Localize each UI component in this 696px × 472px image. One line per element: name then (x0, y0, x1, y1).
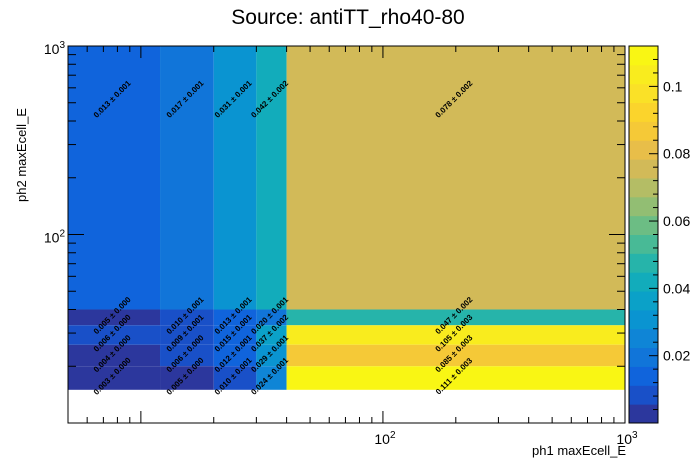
colorbar-band (629, 177, 658, 198)
colorbar-band (629, 366, 658, 386)
heatmap-cell (213, 309, 257, 326)
heatmap-cell (160, 46, 214, 310)
colorbar-band (629, 196, 658, 217)
heatmap-cell (286, 325, 625, 345)
heatmap-cell (160, 366, 214, 390)
heatmap-cell (213, 366, 257, 390)
y-tick-label: 103 (44, 40, 66, 57)
heatmap-cell (213, 344, 257, 367)
heatmap-cell (213, 325, 257, 345)
colorbar-band (629, 272, 658, 292)
axes: 102 103 102 103 (44, 40, 638, 447)
colorbar-band (629, 253, 658, 273)
heatmap-cell (160, 344, 214, 367)
colorbar-band (629, 215, 658, 235)
colorbar-tick-label: 0.06 (663, 213, 690, 229)
heatmap-cell (256, 309, 287, 326)
heatmap-cell (286, 309, 625, 326)
heatmap-cell (213, 46, 257, 310)
colorbar-tick-label: 0.08 (663, 146, 690, 162)
x-axis-label: ph1 maxEcell_E (532, 443, 626, 458)
heatmap-cell (256, 46, 287, 310)
colorbar-band (629, 291, 658, 311)
heatmap-cell (160, 325, 214, 345)
colorbar-band (629, 121, 658, 141)
colorbar-tick-label: 0.04 (663, 280, 690, 296)
colorbar: 0.02 0.04 0.06 0.08 0.1 (628, 45, 690, 424)
heatmap-cell (286, 344, 625, 367)
y-tick-label: 102 (44, 229, 66, 246)
colorbar-band (629, 159, 658, 179)
heatmap-cell (68, 46, 161, 310)
heatmap-cell (256, 366, 287, 390)
heatmap-cell (68, 325, 161, 345)
colorbar-tick-label: 0.1 (663, 78, 683, 94)
colorbar-band (629, 140, 658, 160)
colorbar-band (629, 328, 658, 349)
y-axis-label: ph2 maxEcell_E (14, 108, 29, 202)
colorbar-band (629, 404, 658, 424)
colorbar-band (629, 309, 658, 330)
heatmap-cell (68, 344, 161, 367)
x-tick-label: 102 (374, 430, 396, 447)
heatmap-cell (68, 366, 161, 390)
heatmap-cell (286, 46, 625, 310)
colorbar-band (629, 385, 658, 405)
colorbar-band (629, 64, 658, 85)
heatmap-cell (256, 325, 287, 345)
heatmap-cells (68, 46, 625, 390)
heatmap-cell (160, 309, 214, 326)
heatmap-cell (286, 366, 625, 390)
colorbar-band (629, 347, 658, 367)
colorbar-tick-label: 0.02 (663, 348, 690, 364)
colorbar-band (629, 46, 658, 66)
colorbar-band (629, 83, 658, 104)
heatmap-cell (68, 309, 161, 326)
chart-title: Source: antiTT_rho40-80 (231, 6, 464, 29)
x-tick-label: 103 (616, 430, 638, 447)
heatmap-cell (256, 344, 287, 367)
colorbar-band (629, 234, 658, 254)
colorbar-band (629, 102, 658, 122)
